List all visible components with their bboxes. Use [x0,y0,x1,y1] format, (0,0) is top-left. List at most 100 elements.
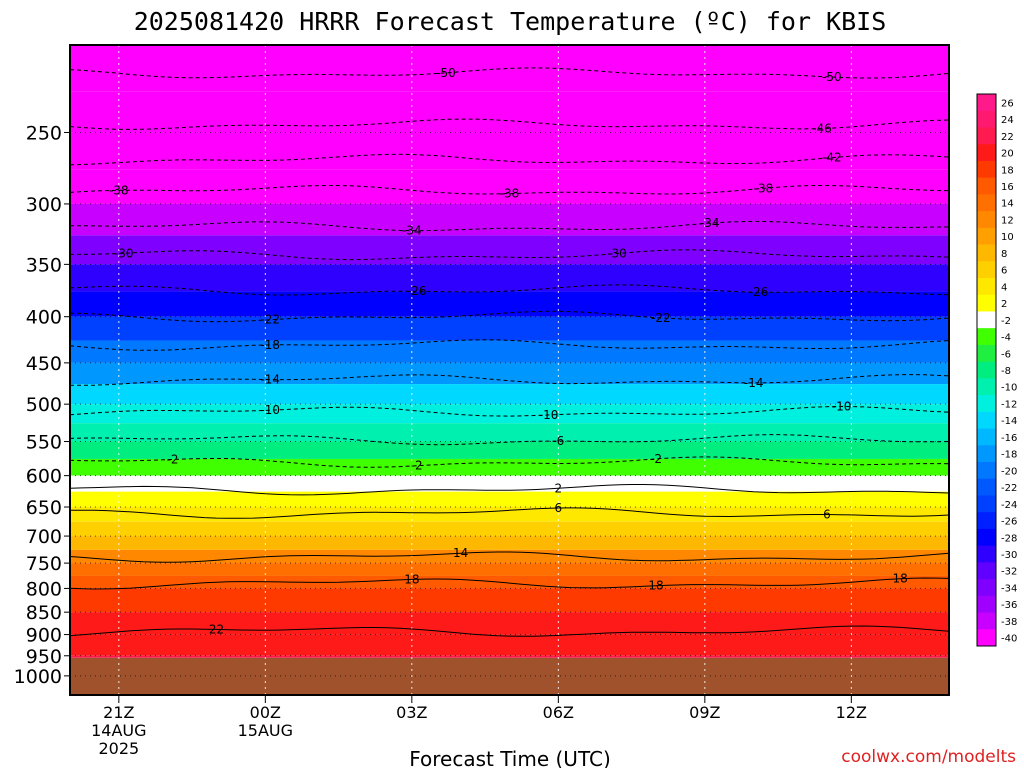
isotherm-label: 6 [823,508,831,522]
isotherm-label: -18 [260,338,280,352]
temperature-band [70,235,949,265]
isotherm-label: -38 [754,181,774,195]
isotherm-label: 18 [648,579,663,593]
colorbar-label: -34 [1001,583,1017,594]
temperature-band [70,655,949,658]
colorbar-label: -26 [1001,517,1017,528]
y-tick-label: 600 [26,466,62,488]
colorbar-swatch [977,227,996,246]
isotherm-label: -2 [167,452,179,466]
colorbar-label: 14 [1001,199,1014,210]
isotherm-label: -26 [407,284,427,298]
colorbar-label: 24 [1001,115,1014,126]
isotherm-label: -14 [744,376,764,390]
temperature-band [70,362,949,385]
isotherm-label: -22 [260,313,280,327]
colorbar-label: -32 [1001,567,1017,578]
isotherm-label: -10 [539,408,559,422]
colorbar-swatch [977,344,996,363]
colorbar-swatch [977,194,996,212]
temperature-band [70,491,949,508]
temperature-band [70,588,949,613]
y-tick-label: 350 [26,254,62,276]
x-tick-label: 06Z [543,703,574,722]
isotherm-label: -2 [411,459,423,473]
colorbar-swatch [977,378,996,396]
colorbar-swatch [977,445,996,463]
colorbar-swatch [977,629,996,647]
y-tick-label: 750 [26,553,62,575]
temperature-band [70,291,949,317]
temperature-band [70,169,949,204]
colorbar-label: -20 [1001,466,1017,477]
temperature-band [70,132,949,170]
temperature-band [70,549,949,564]
colorbar-label: -4 [1001,333,1011,344]
colorbar-swatch [977,278,996,296]
x-tick-date-label: 15AUG [238,721,293,740]
colorbar-swatch [977,579,996,597]
colorbar-label: 6 [1001,266,1007,277]
colorbar-label: -22 [1001,483,1017,494]
y-tick-label: 950 [26,646,62,668]
colorbar-legend: 26 24 22 20 18 16 14 12 10 8 6 4 2 -2 -4 -6 -8 -10 -12 -14 -… [976,93,1017,647]
colorbar-label: -14 [1001,416,1017,427]
isotherm-label: -50 [436,66,456,80]
temperature-band [70,575,949,589]
isotherm-label: -34 [402,224,422,238]
isotherm-label: 22 [209,622,224,636]
isotherm-label: -50 [822,70,842,84]
isotherm-label: -14 [260,373,280,387]
isotherm-label: -10 [832,399,852,413]
isotherm-label: -6 [552,434,564,448]
colorbar-label: -8 [1001,366,1011,377]
colorbar-swatch [977,110,996,128]
temperature-band [70,475,949,492]
colorbar-label: 20 [1001,149,1014,160]
temperature-band [70,458,949,476]
colorbar-swatch [977,94,996,112]
colorbar-swatch [977,244,996,262]
isotherm-line [70,484,949,496]
y-tick-label: 250 [26,122,62,144]
colorbar-swatch [977,361,996,379]
colorbar-label: -30 [1001,550,1017,561]
plot-frame [69,44,950,696]
isotherm-label: 6 [555,501,563,515]
isotherm-label: -30 [607,247,627,261]
isotherm-label: -26 [749,285,769,299]
isotherm-contours [70,67,949,637]
colorbar-label: -18 [1001,450,1017,461]
colorbar-swatch [977,160,996,179]
isotherm-label: -42 [822,151,842,165]
temperature-band [70,340,949,363]
x-tick-label: 09Z [689,703,720,722]
colorbar-label: 12 [1001,215,1014,226]
colorbar-swatch [977,545,996,563]
x-tick-label: 21Z [103,703,134,722]
colorbar-label: -28 [1001,533,1017,544]
colorbar-swatch [977,478,996,496]
x-tick-label: 03Z [396,703,427,722]
y-tick-label: 900 [26,625,62,647]
temperature-band [70,203,949,236]
y-axis: 2503003504004505005506006507007508008509… [14,122,70,688]
y-tick-label: 800 [26,578,62,600]
colorbar-swatch [977,495,996,513]
y-tick-label: 550 [26,432,62,454]
colorbar-label: -36 [1001,600,1017,611]
colorbar-swatch [977,328,996,346]
y-tick-label: 850 [26,602,62,624]
temperature-band [70,521,949,537]
colorbar-label: 8 [1001,249,1007,260]
colorbar-frame [976,93,997,647]
colorbar-swatch [977,395,996,413]
temperature-band [70,612,949,635]
colorbar-swatch [977,512,996,530]
x-tick-date-label: 14AUG [91,721,146,740]
colorbar-label: 2 [1001,299,1007,310]
colorbar-label: -24 [1001,500,1017,511]
credit-text: coolwx.com/modelts [841,747,1016,767]
temperature-band [70,423,949,442]
